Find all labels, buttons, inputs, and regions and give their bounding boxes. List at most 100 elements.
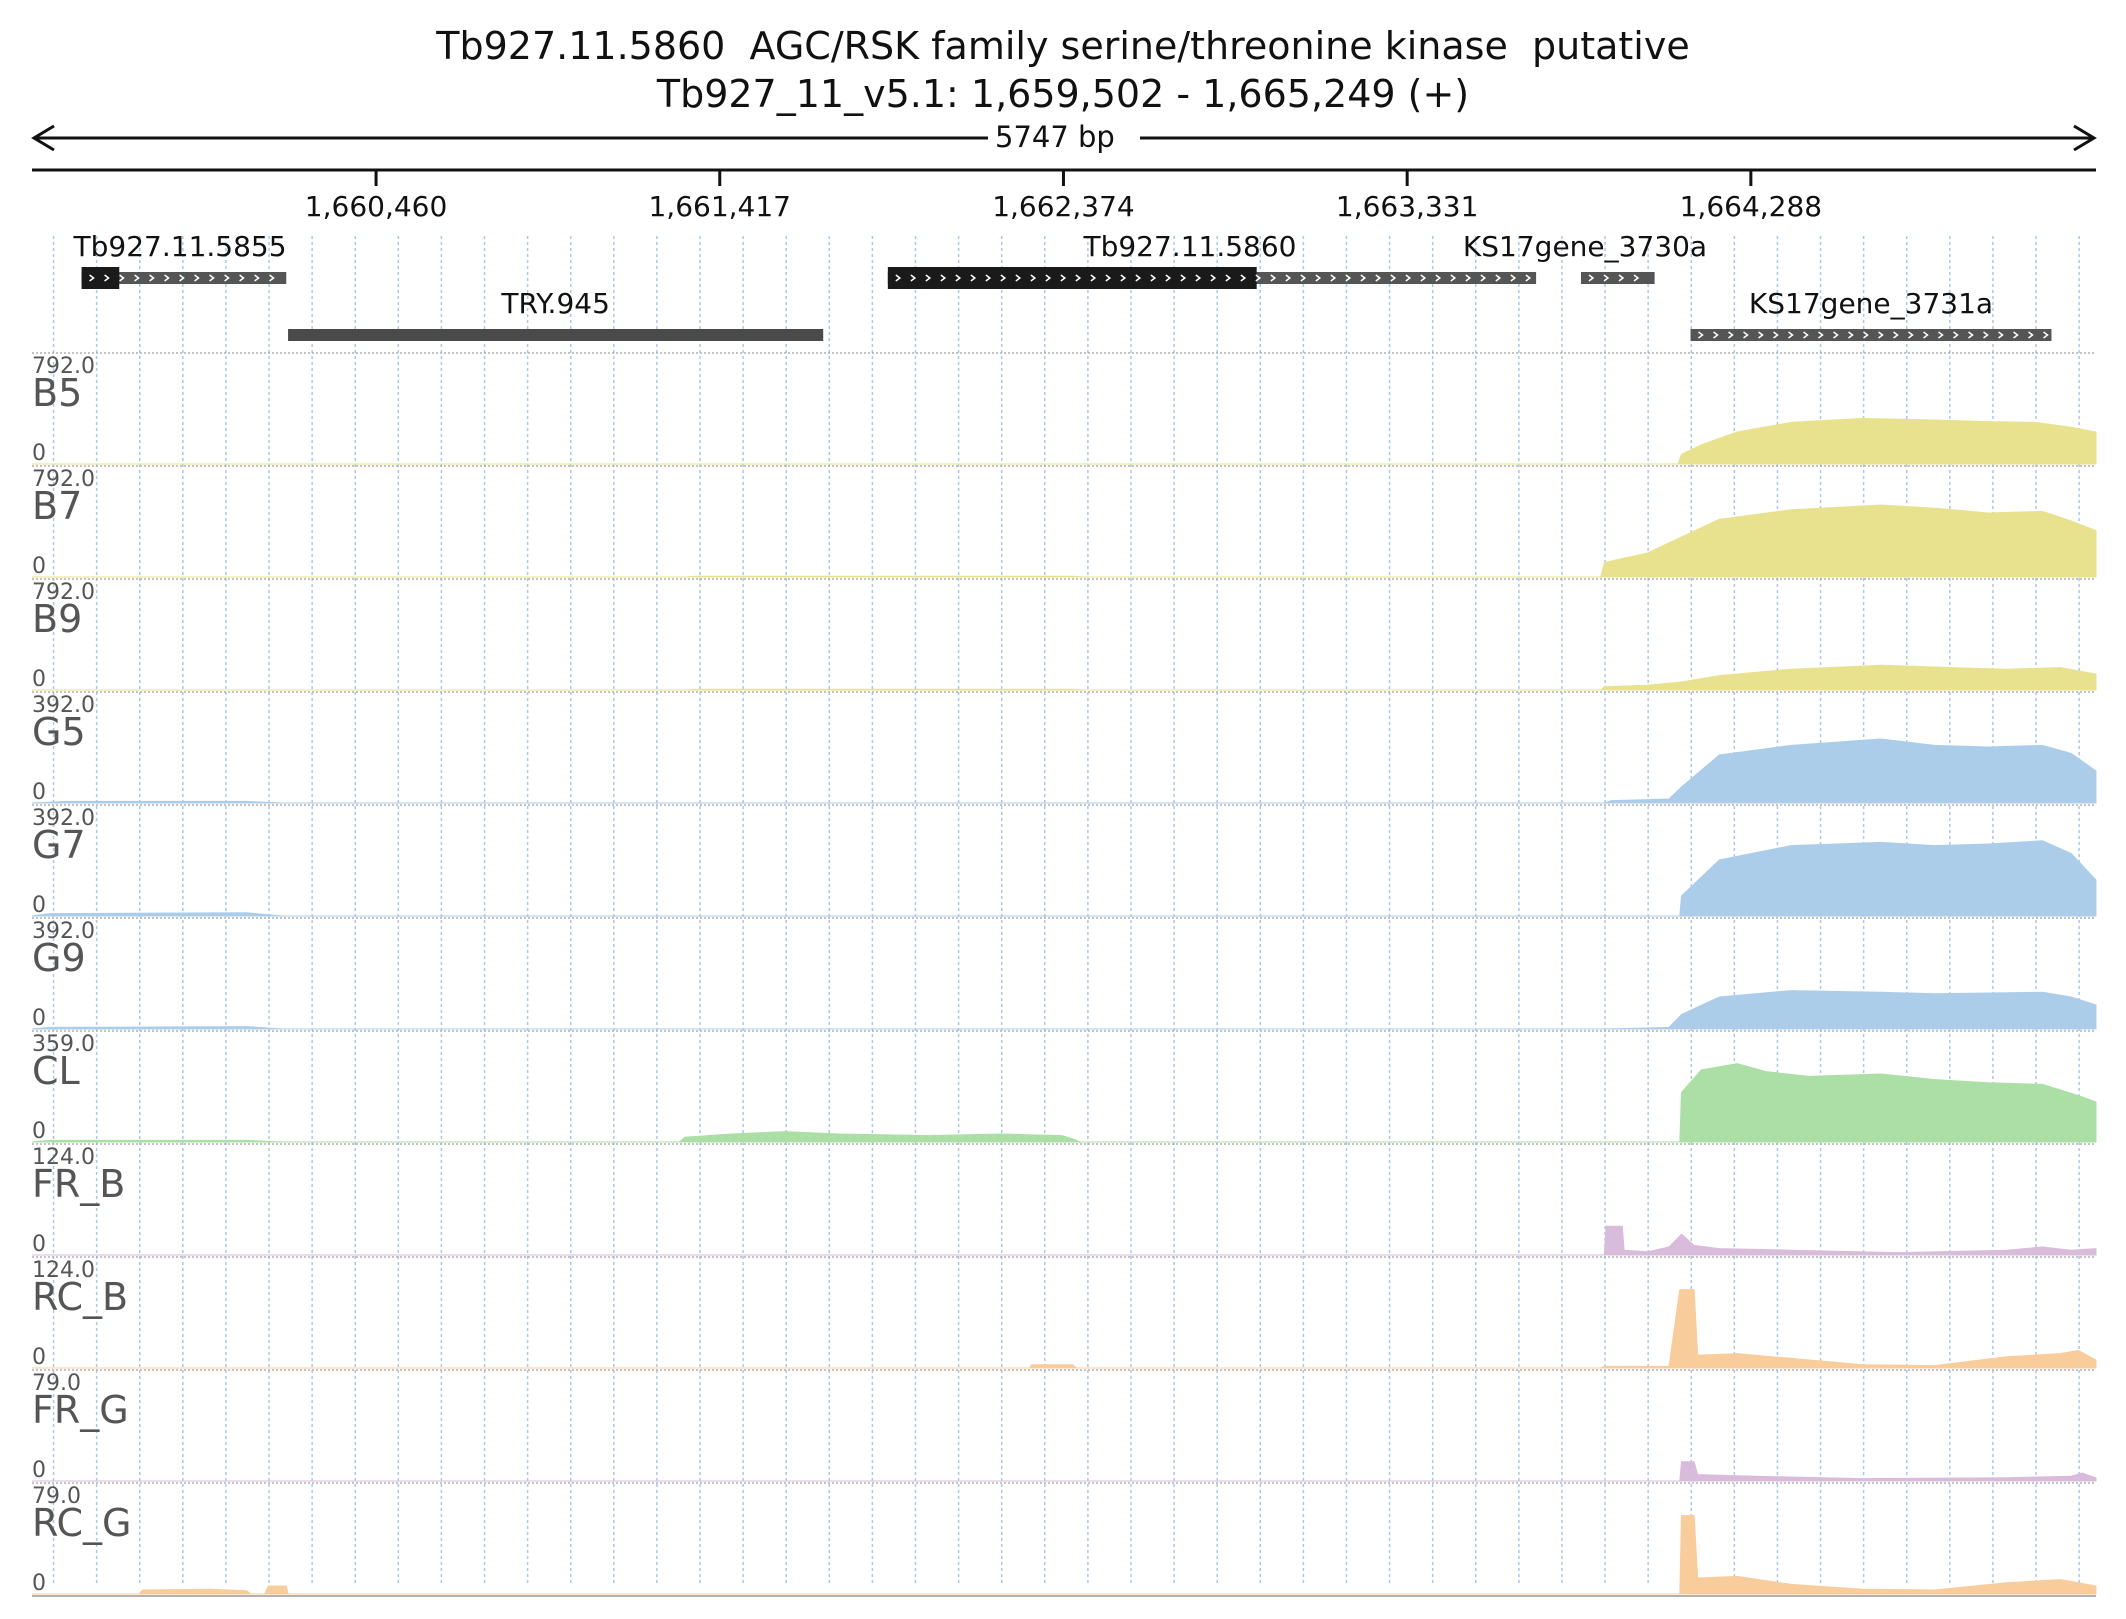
coverage-area-b5 <box>32 417 2097 465</box>
track-name: G7 <box>32 823 86 867</box>
strand-arrow <box>1315 274 1322 282</box>
track-max-value: 792.0 <box>32 354 95 379</box>
strand-arrow <box>1698 331 1704 339</box>
strand-arrow <box>1300 274 1307 282</box>
gene-label: Tb927.11.5860 <box>1083 230 1297 263</box>
strand-arrow <box>1345 274 1352 282</box>
track-max-value: 792.0 <box>32 467 95 492</box>
strand-arrow <box>1375 274 1382 282</box>
gene-label: TRY.945 <box>501 287 610 320</box>
strand-arrow <box>1465 274 1472 282</box>
gene-feature <box>288 329 824 341</box>
strand-arrow <box>1495 274 1502 282</box>
track-name: RC_B <box>32 1275 129 1319</box>
strand-arrow <box>1180 274 1187 282</box>
track-zero-value: 0 <box>32 554 46 579</box>
strand-arrow <box>179 274 185 282</box>
strand-arrow <box>1525 274 1532 282</box>
strand-arrow <box>1938 331 1944 339</box>
strand-arrow <box>134 274 140 282</box>
strand-arrow <box>1150 274 1157 282</box>
track-name: G5 <box>32 710 86 754</box>
strand-arrow <box>1743 331 1749 339</box>
track-zero-value: 0 <box>32 1571 46 1596</box>
strand-arrow <box>910 274 917 282</box>
strand-arrow <box>1030 274 1037 282</box>
locus-coordinates: Tb927_11_v5.1: 1,659,502 - 1,665,249 (+) <box>656 72 1470 116</box>
track-max-value: 392.0 <box>32 806 95 831</box>
strand-arrow <box>1165 274 1172 282</box>
coverage-area-rc-b <box>32 1289 2097 1369</box>
track-zero-value: 0 <box>32 893 46 918</box>
ruler-tick-label: 1,662,374 <box>992 190 1135 223</box>
strand-arrow <box>955 274 962 282</box>
track-max-value: 79.0 <box>32 1484 81 1509</box>
strand-arrow <box>1000 274 1007 282</box>
strand-arrow <box>1863 331 1869 339</box>
strand-arrow <box>1450 274 1457 282</box>
coverage-area-rc-g <box>32 1515 2097 1595</box>
strand-arrow <box>1360 274 1367 282</box>
strand-arrow <box>104 274 110 282</box>
strand-arrow <box>1405 274 1412 282</box>
strand-arrow <box>1135 274 1142 282</box>
strand-arrow <box>1090 274 1097 282</box>
track-name: FR_G <box>32 1388 129 1432</box>
strand-arrow <box>925 274 932 282</box>
strand-arrow <box>985 274 992 282</box>
strand-arrow <box>1075 274 1082 282</box>
track-zero-value: 0 <box>32 441 46 466</box>
coverage-area-b9 <box>32 664 2097 691</box>
span-arrowhead-left <box>31 124 55 152</box>
track-zero-value: 0 <box>32 1006 46 1031</box>
span-arrowhead-right <box>2073 124 2097 152</box>
strand-arrow <box>1435 274 1442 282</box>
strand-arrow <box>239 274 245 282</box>
track-zero-value: 0 <box>32 1458 46 1483</box>
strand-arrow <box>224 274 230 282</box>
track-max-value: 124.0 <box>32 1258 95 1283</box>
strand-arrow <box>1240 274 1247 282</box>
strand-arrow <box>1833 331 1839 339</box>
strand-arrow <box>149 274 155 282</box>
strand-arrow <box>1390 274 1397 282</box>
track-name: CL <box>32 1049 80 1093</box>
strand-arrow <box>1618 274 1625 282</box>
track-name: B9 <box>32 597 83 641</box>
strand-arrow <box>89 274 95 282</box>
track-name: B7 <box>32 484 83 528</box>
strand-arrow <box>1510 274 1517 282</box>
track-max-value: 792.0 <box>32 580 95 605</box>
strand-arrow <box>2043 331 2049 339</box>
strand-arrow <box>1893 331 1899 339</box>
gene-cds <box>887 267 1257 289</box>
track-name: RC_G <box>32 1501 132 1545</box>
strand-arrow <box>1818 331 1824 339</box>
strand-arrow <box>1713 331 1719 339</box>
track-max-value: 79.0 <box>32 1371 81 1396</box>
strand-arrow <box>1878 331 1884 339</box>
track-max-value: 392.0 <box>32 693 95 718</box>
coverage-area-g9 <box>31 990 2097 1030</box>
strand-arrow <box>1255 274 1262 282</box>
strand-arrow <box>1480 274 1487 282</box>
ruler-tick-label: 1,661,417 <box>648 190 792 223</box>
strand-arrow <box>1633 274 1640 282</box>
strand-arrow <box>1015 274 1022 282</box>
track-zero-value: 0 <box>32 1119 46 1144</box>
gene-label: KS17gene_3730a <box>1462 230 1708 263</box>
ruler-tick-label: 1,663,331 <box>1335 190 1479 223</box>
span-length-label: 5747 bp <box>995 120 1115 154</box>
coverage-area-cl <box>31 1063 2097 1143</box>
strand-arrow <box>1105 274 1112 282</box>
strand-arrow <box>269 274 275 282</box>
strand-arrow <box>2013 331 2019 339</box>
strand-arrow <box>1908 331 1914 339</box>
strand-arrow <box>1998 331 2004 339</box>
gene-label: KS17gene_3731a <box>1748 287 1994 320</box>
track-name: G9 <box>32 936 86 980</box>
gene-label: Tb927.11.5855 <box>73 230 287 263</box>
strand-arrow <box>1270 274 1277 282</box>
strand-arrow <box>1420 274 1427 282</box>
